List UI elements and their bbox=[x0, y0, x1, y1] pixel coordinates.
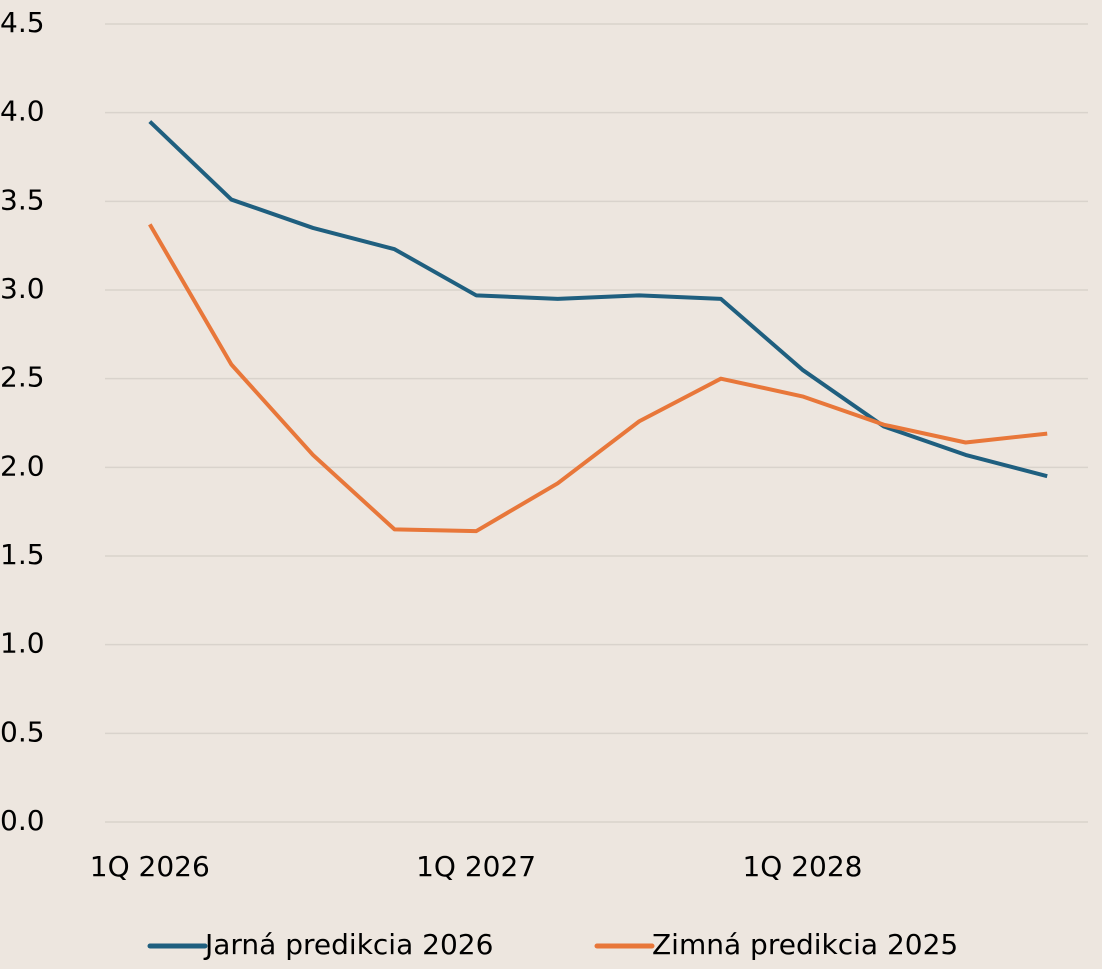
y-tick-label: 3.0 bbox=[0, 272, 45, 305]
line-series bbox=[148, 120, 1048, 479]
y-tick-label: 1.0 bbox=[0, 627, 45, 660]
y-tick-label: 0.0 bbox=[0, 804, 45, 837]
x-tick-label: 1Q 2028 bbox=[742, 850, 862, 883]
legend-label: Jarná predikcia 2026 bbox=[203, 928, 493, 961]
y-tick-label: 0.5 bbox=[0, 715, 45, 748]
y-tick-label: 2.5 bbox=[0, 361, 45, 394]
y-tick-label: 3.5 bbox=[0, 183, 45, 216]
y-tick-label: 1.5 bbox=[0, 538, 45, 571]
x-tick-label: 1Q 2027 bbox=[416, 850, 536, 883]
legend-label: Zimná predikcia 2025 bbox=[652, 928, 958, 961]
y-tick-label: 2.0 bbox=[0, 449, 45, 482]
y-tick-label: 4.0 bbox=[0, 95, 45, 128]
x-tick-label: 1Q 2026 bbox=[90, 850, 210, 883]
y-tick-label: 4.5 bbox=[0, 6, 45, 39]
line-series bbox=[148, 223, 1048, 534]
